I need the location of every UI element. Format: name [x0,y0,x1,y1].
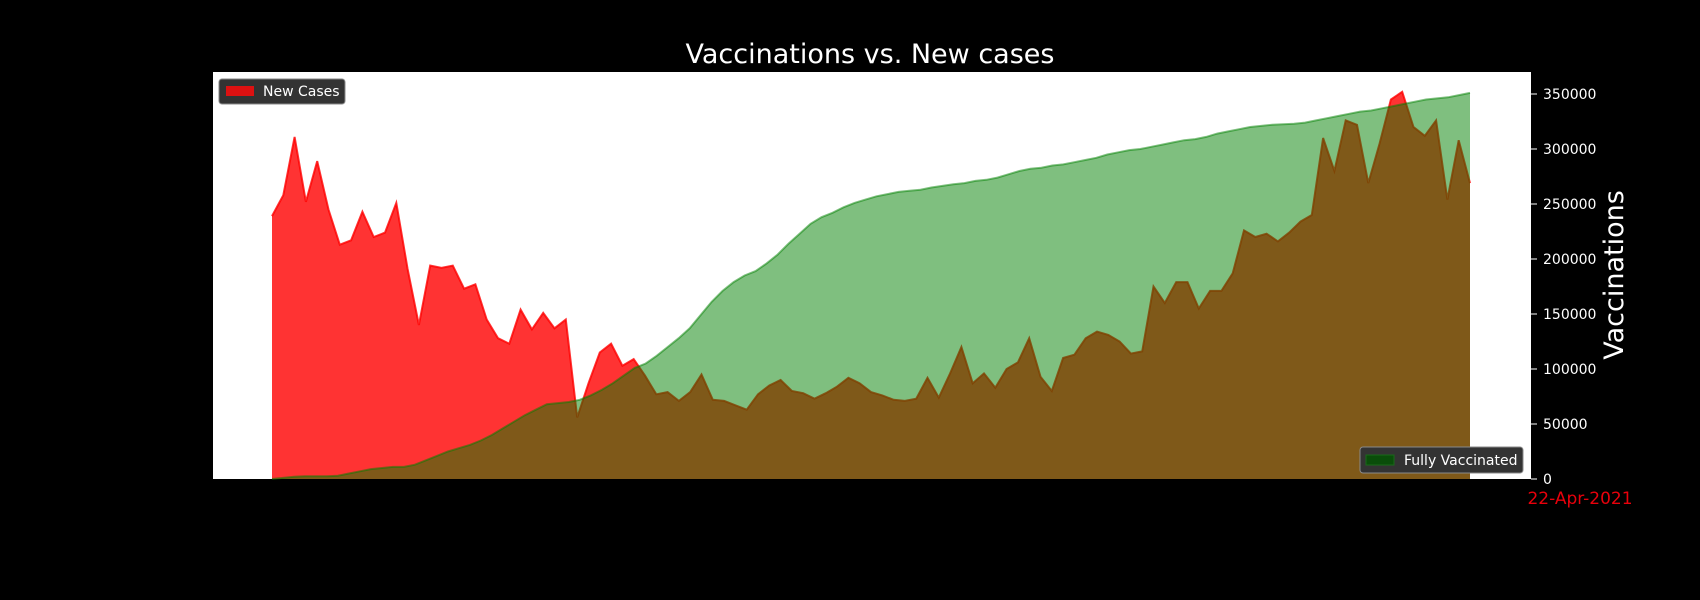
legend-new-cases-label: New Cases [263,84,340,100]
chart-title: Vaccinations vs. New cases [686,39,1055,70]
y-axis: 0 50000 100000 150000 200000 250000 300000 3500… [1531,87,1596,488]
legend-fully-vaccinated-swatch [1365,454,1395,466]
y-tick-label: 250000 [1543,197,1596,213]
area-layer [271,90,1471,480]
legend-new-cases-swatch [226,86,254,96]
y-tick-label: 50000 [1543,417,1588,433]
legend-fully-vaccinated: Fully Vaccinated [1359,446,1524,474]
legend-new-cases: New Cases [218,78,346,105]
legend-fully-vaccinated-label: Fully Vaccinated [1404,453,1517,469]
date-label: 22-Apr-2021 [1527,489,1632,509]
line-series-1 [271,91,1471,480]
y-tick-label: 350000 [1543,87,1596,103]
y-tick-label: 100000 [1543,362,1596,378]
y-tick-label: 200000 [1543,252,1596,268]
area-series-1 [272,92,1470,480]
y-tick-label: 300000 [1543,142,1596,158]
y-tick-label: 0 [1543,472,1552,488]
y-tick-label: 150000 [1543,307,1596,323]
y-axis-label: Vaccinations [1599,190,1630,360]
